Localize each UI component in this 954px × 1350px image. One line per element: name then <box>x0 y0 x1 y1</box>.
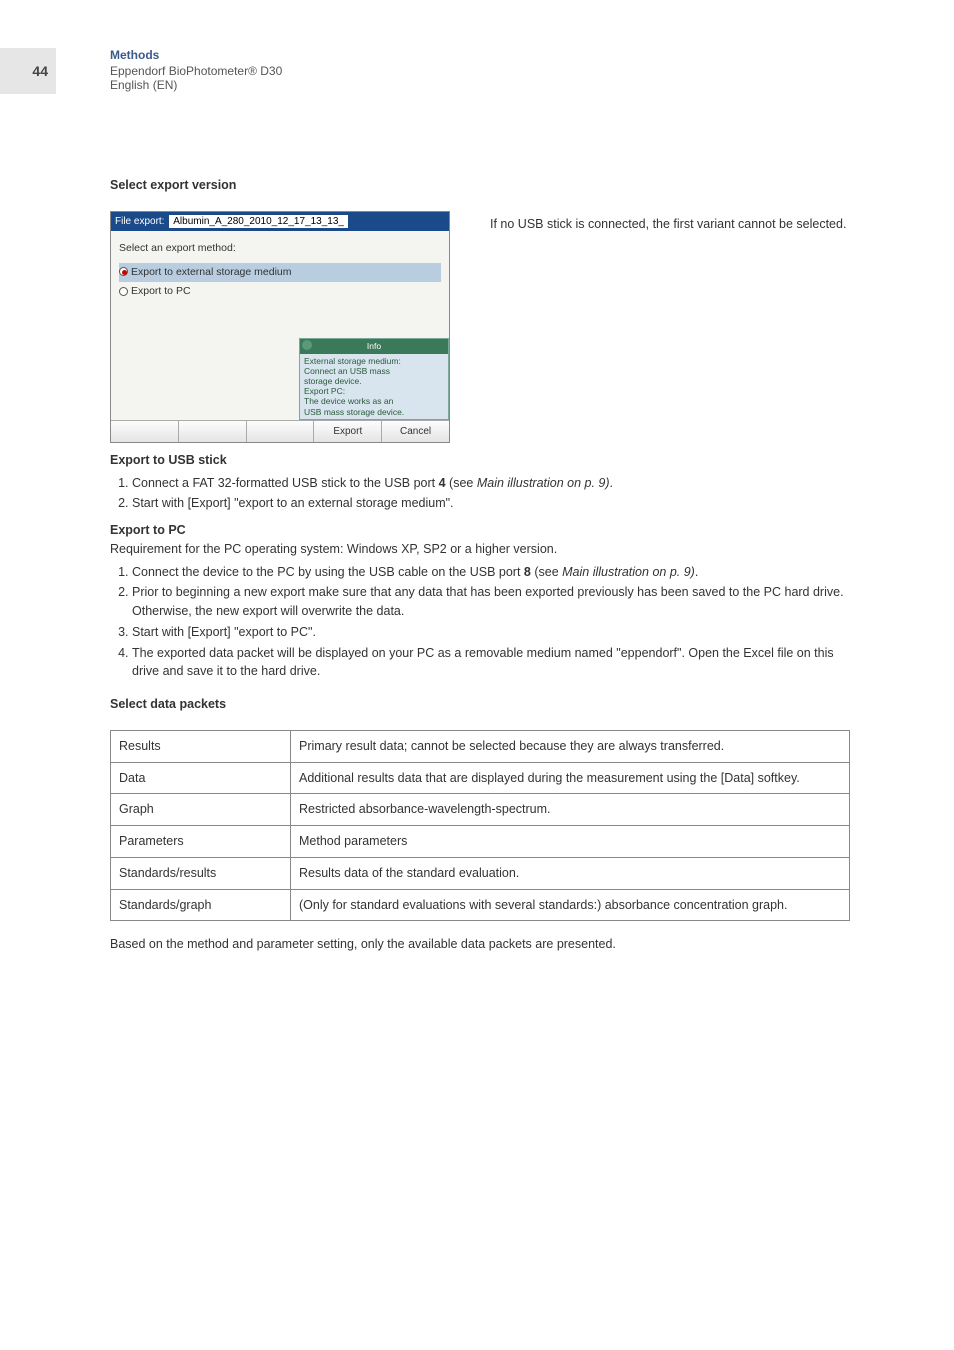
heading-export-pc: Export to PC <box>110 521 850 540</box>
device-screenshot: File export: Albumin_A_280_2010_12_17_13… <box>110 211 450 443</box>
packet-desc: Results data of the standard evaluation. <box>291 857 850 889</box>
step-ref: Main illustration on p. 9) <box>562 565 695 579</box>
list-item: Start with [Export] "export to PC". <box>132 623 850 642</box>
table-row: Standards/graph (Only for standard evalu… <box>111 889 850 921</box>
step-ref: Main illustration on p. 9) <box>477 476 610 490</box>
info-line: storage device. <box>304 376 444 386</box>
step-port: 4 <box>439 476 446 490</box>
table-row: Graph Restricted absorbance-wavelength-s… <box>111 794 850 826</box>
table-row: Parameters Method parameters <box>111 826 850 858</box>
screenshot-prompt: Select an export method: <box>119 241 441 257</box>
info-line: USB mass storage device. <box>304 407 444 417</box>
info-line: Export PC: <box>304 386 444 396</box>
main-content: Select export version File export: Album… <box>110 176 850 954</box>
page-header: Methods Eppendorf BioPhotometer® D30 Eng… <box>110 48 282 92</box>
radio-label-pc: Export to PC <box>131 285 191 297</box>
softkey-blank-3[interactable] <box>247 421 315 442</box>
page-number-tab: 44 <box>0 48 56 94</box>
radio-icon <box>119 267 128 276</box>
list-item: Prior to beginning a new export make sur… <box>132 583 850 621</box>
page-number: 44 <box>32 63 48 79</box>
info-panel-header: Info <box>300 339 448 354</box>
packet-name: Graph <box>111 794 291 826</box>
packet-desc: Restricted absorbance-wavelength-spectru… <box>291 794 850 826</box>
list-item: Connect the device to the PC by using th… <box>132 563 850 582</box>
info-line: The device works as an <box>304 396 444 406</box>
heading-select-export: Select export version <box>110 176 850 195</box>
titlebar-label: File export: <box>115 216 164 227</box>
softkey-blank-1[interactable] <box>111 421 179 442</box>
data-packets-table: Results Primary result data; cannot be s… <box>110 730 850 922</box>
export-pc-requirement: Requirement for the PC operating system:… <box>110 540 850 559</box>
packet-desc: Additional results data that are display… <box>291 762 850 794</box>
header-language: English (EN) <box>110 78 282 92</box>
cancel-button[interactable]: Cancel <box>382 421 449 442</box>
packet-desc: (Only for standard evaluations with seve… <box>291 889 850 921</box>
list-item: Connect a FAT 32-formatted USB stick to … <box>132 474 850 493</box>
info-panel-body: External storage medium: Connect an USB … <box>300 354 448 419</box>
info-icon <box>302 340 312 350</box>
screenshot-titlebar: File export: Albumin_A_280_2010_12_17_13… <box>111 212 449 231</box>
list-item: The exported data packet will be display… <box>132 644 850 682</box>
titlebar-filename: Albumin_A_280_2010_12_17_13_13_ <box>169 215 348 228</box>
table-row: Data Additional results data that are di… <box>111 762 850 794</box>
radio-icon <box>119 287 128 296</box>
screenshot-body: Select an export method: Export to exter… <box>111 231 449 312</box>
packet-name: Standards/graph <box>111 889 291 921</box>
step-text: (see <box>446 476 477 490</box>
packet-name: Data <box>111 762 291 794</box>
heading-data-packets: Select data packets <box>110 695 850 714</box>
packet-name: Parameters <box>111 826 291 858</box>
info-line: External storage medium: <box>304 356 444 366</box>
packet-name: Standards/results <box>111 857 291 889</box>
table-row: Results Primary result data; cannot be s… <box>111 730 850 762</box>
packet-name: Results <box>111 730 291 762</box>
info-title: Info <box>367 341 381 351</box>
step-text: . <box>610 476 613 490</box>
footer-note: Based on the method and parameter settin… <box>110 935 850 954</box>
softkey-blank-2[interactable] <box>179 421 247 442</box>
header-section: Methods <box>110 48 282 62</box>
header-product: Eppendorf BioPhotometer® D30 <box>110 64 282 78</box>
screenshot-buttons: Export Cancel <box>111 420 449 442</box>
packet-desc: Primary result data; cannot be selected … <box>291 730 850 762</box>
table-row: Standards/results Results data of the st… <box>111 857 850 889</box>
screenshot-row: File export: Albumin_A_280_2010_12_17_13… <box>110 211 850 443</box>
packet-desc: Method parameters <box>291 826 850 858</box>
side-note: If no USB stick is connected, the first … <box>490 211 850 443</box>
export-usb-steps: Connect a FAT 32-formatted USB stick to … <box>110 474 850 514</box>
radio-label-external: Export to external storage medium <box>131 266 292 278</box>
radio-export-pc[interactable]: Export to PC <box>119 282 441 302</box>
export-pc-steps: Connect the device to the PC by using th… <box>110 563 850 682</box>
step-text: (see <box>531 565 562 579</box>
radio-external-storage[interactable]: Export to external storage medium <box>119 263 441 283</box>
step-text: Connect a FAT 32-formatted USB stick to … <box>132 476 439 490</box>
step-text: . <box>695 565 698 579</box>
heading-export-usb: Export to USB stick <box>110 451 850 470</box>
step-text: Connect the device to the PC by using th… <box>132 565 524 579</box>
step-port: 8 <box>524 565 531 579</box>
info-line: Connect an USB mass <box>304 366 444 376</box>
info-panel: Info External storage medium: Connect an… <box>299 338 449 420</box>
list-item: Start with [Export] "export to an extern… <box>132 494 850 513</box>
export-button[interactable]: Export <box>314 421 382 442</box>
